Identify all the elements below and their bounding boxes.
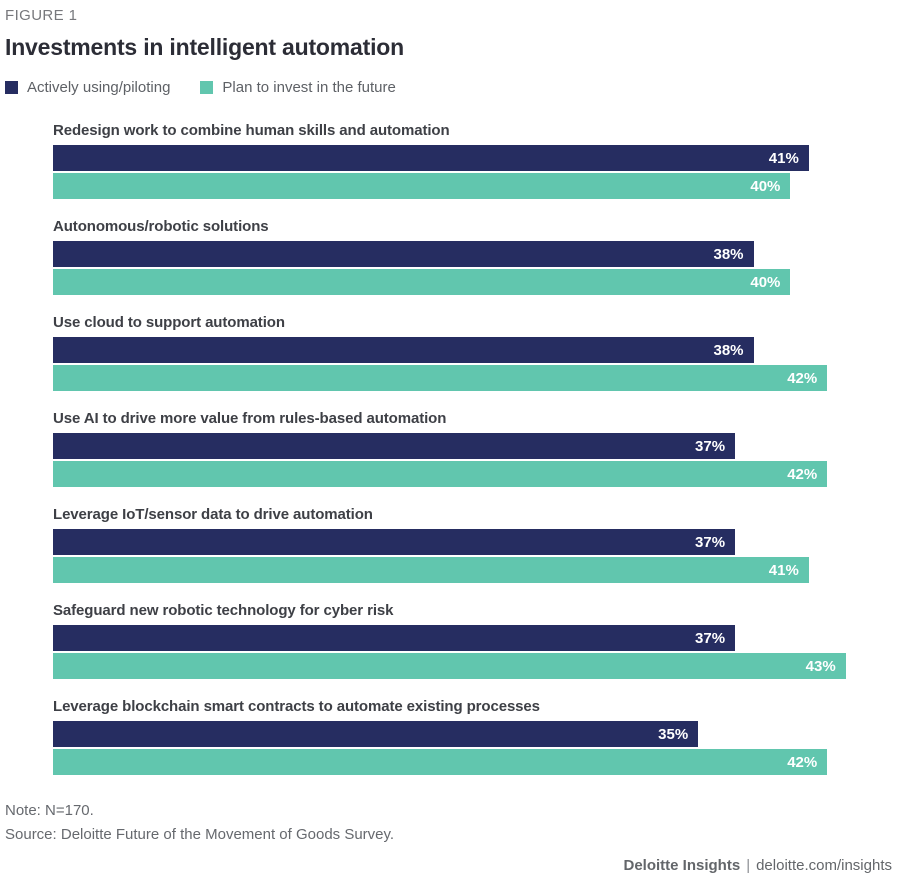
bar-value-label: 42% xyxy=(787,753,818,771)
bar-value-label: 42% xyxy=(787,369,818,387)
bar-actively-using: 38% xyxy=(53,337,754,363)
chart-title: Investments in intelligent automation xyxy=(5,34,404,60)
bar-actively-using: 37% xyxy=(53,625,736,651)
chart: Redesign work to combine human skills an… xyxy=(53,122,901,775)
bar-value-label: 41% xyxy=(768,561,799,579)
bar-plan-to-invest: 43% xyxy=(53,653,846,679)
bar-value-label: 38% xyxy=(713,245,744,263)
bar-actively-using: 38% xyxy=(53,241,754,267)
bar-group: Autonomous/robotic solutions 38% 40% xyxy=(53,218,901,295)
bar-value-label: 40% xyxy=(750,177,781,195)
bar-actively-using: 41% xyxy=(53,145,809,171)
bar-value-label: 38% xyxy=(713,341,744,359)
category-label: Redesign work to combine human skills an… xyxy=(53,122,450,139)
category-label: Use cloud to support automation xyxy=(53,314,285,331)
bar-value-label: 37% xyxy=(695,629,726,647)
category-label: Use AI to drive more value from rules-ba… xyxy=(53,410,447,427)
category-label: Leverage blockchain smart contracts to a… xyxy=(53,698,540,715)
figure-label: FIGURE 1 xyxy=(5,7,78,24)
legend-swatch-navy-icon xyxy=(5,81,18,94)
brand-url: deloitte.com/insights xyxy=(756,857,892,874)
category-label: Safeguard new robotic technology for cyb… xyxy=(53,602,394,619)
legend-swatch-teal-icon xyxy=(200,81,214,94)
bar-plan-to-invest: 40% xyxy=(53,173,791,199)
source-text: Source: Deloitte Future of the Movement … xyxy=(5,826,395,843)
bar-value-label: 37% xyxy=(695,437,726,455)
bar-value-label: 40% xyxy=(750,273,781,291)
brand-line: Deloitte Insights | deloitte.com/insights xyxy=(5,857,901,874)
legend-item-plan-to-invest: Plan to invest in the future xyxy=(200,79,396,96)
bar-actively-using: 37% xyxy=(53,433,736,459)
brand-separator: | xyxy=(746,857,751,874)
bar-group: Safeguard new robotic technology for cyb… xyxy=(53,602,901,679)
bar-value-label: 35% xyxy=(658,725,689,743)
bar-group: Use AI to drive more value from rules-ba… xyxy=(53,410,901,487)
bar-group: Leverage IoT/sensor data to drive automa… xyxy=(53,506,901,583)
bar-group: Redesign work to combine human skills an… xyxy=(53,122,901,199)
bar-value-label: 41% xyxy=(768,149,799,167)
bar-value-label: 37% xyxy=(695,533,726,551)
bar-plan-to-invest: 42% xyxy=(53,365,828,391)
category-label: Leverage IoT/sensor data to drive automa… xyxy=(53,506,373,523)
bar-plan-to-invest: 42% xyxy=(53,749,828,775)
bar-actively-using: 35% xyxy=(53,721,699,747)
bar-actively-using: 37% xyxy=(53,529,736,555)
bar-plan-to-invest: 41% xyxy=(53,557,809,583)
legend-label: Actively using/piloting xyxy=(27,79,171,96)
brand-name: Deloitte Insights xyxy=(623,857,741,874)
legend-item-actively-using: Actively using/piloting xyxy=(5,79,170,96)
chart-notes: Note: N=170. Source: Deloitte Future of … xyxy=(5,799,901,847)
bar-value-label: 43% xyxy=(805,657,836,675)
category-label: Autonomous/robotic solutions xyxy=(53,218,269,235)
bar-plan-to-invest: 40% xyxy=(53,269,791,295)
legend-label: Plan to invest in the future xyxy=(222,79,396,96)
bar-value-label: 42% xyxy=(787,465,818,483)
bar-group: Leverage blockchain smart contracts to a… xyxy=(53,698,901,775)
note-text: Note: N=170. xyxy=(5,802,94,819)
bar-plan-to-invest: 42% xyxy=(53,461,828,487)
bar-group: Use cloud to support automation 38% 42% xyxy=(53,314,901,391)
legend: Actively using/piloting Plan to invest i… xyxy=(5,79,901,96)
